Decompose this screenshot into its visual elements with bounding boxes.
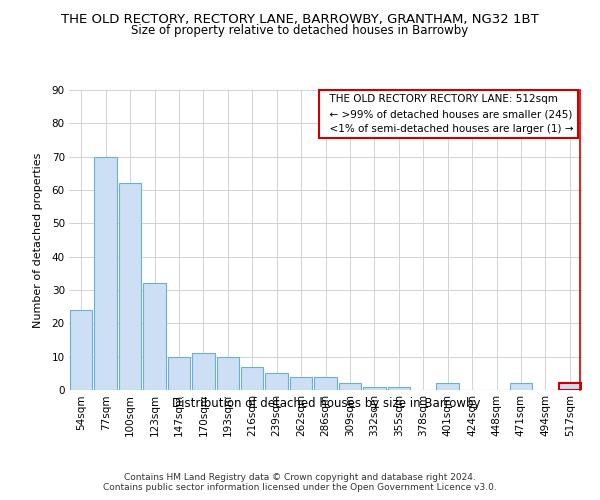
Y-axis label: Number of detached properties: Number of detached properties	[34, 152, 43, 328]
Text: Contains HM Land Registry data © Crown copyright and database right 2024.
Contai: Contains HM Land Registry data © Crown c…	[103, 472, 497, 492]
Bar	[241, 366, 263, 390]
Bar	[167, 356, 190, 390]
Bar	[217, 356, 239, 390]
Bar	[70, 310, 92, 390]
Bar	[509, 384, 532, 390]
Text: Size of property relative to detached houses in Barrowby: Size of property relative to detached ho…	[131, 24, 469, 37]
Bar	[338, 384, 361, 390]
Bar	[143, 284, 166, 390]
Bar	[192, 354, 215, 390]
Text: Distribution of detached houses by size in Barrowby: Distribution of detached houses by size …	[172, 398, 480, 410]
Bar	[119, 184, 142, 390]
Bar	[265, 374, 288, 390]
Text: THE OLD RECTORY, RECTORY LANE, BARROWBY, GRANTHAM, NG32 1BT: THE OLD RECTORY, RECTORY LANE, BARROWBY,…	[61, 12, 539, 26]
Bar	[388, 386, 410, 390]
Bar	[363, 386, 386, 390]
Bar	[436, 384, 459, 390]
Text: THE OLD RECTORY RECTORY LANE: 512sqm
  ← >99% of detached houses are smaller (24: THE OLD RECTORY RECTORY LANE: 512sqm ← >…	[323, 94, 574, 134]
Bar	[559, 384, 581, 390]
Bar	[94, 156, 117, 390]
Bar	[290, 376, 313, 390]
Bar	[314, 376, 337, 390]
